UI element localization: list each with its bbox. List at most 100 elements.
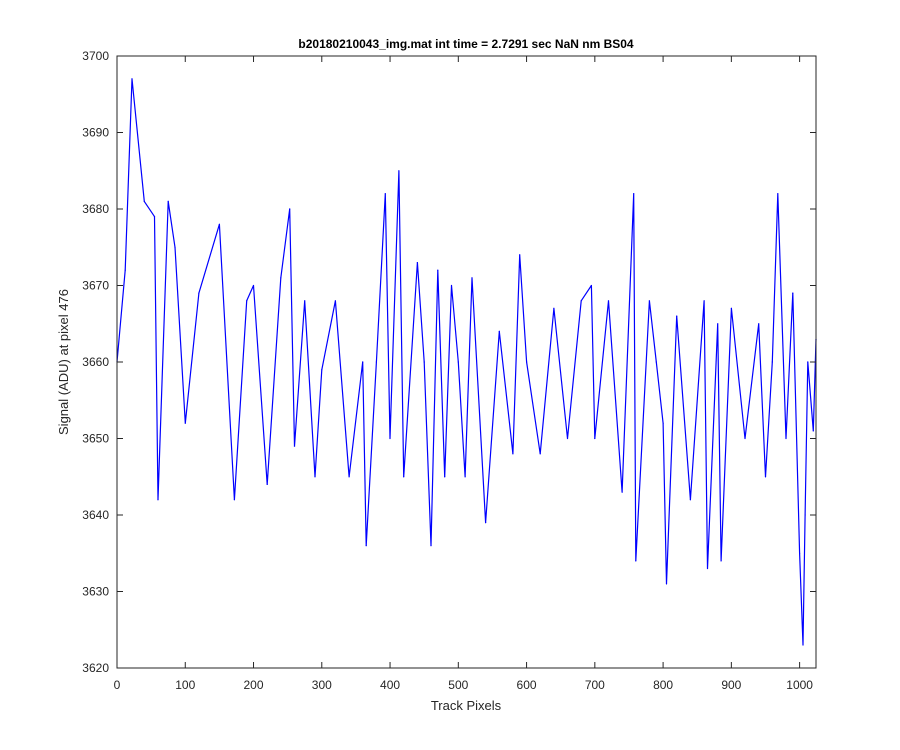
data-point xyxy=(526,361,528,363)
x-tick-label: 1000 xyxy=(786,678,813,692)
y-tick-label: 3630 xyxy=(82,585,109,599)
data-point xyxy=(471,277,473,279)
x-tick-label: 700 xyxy=(585,678,605,692)
y-tick-label: 3680 xyxy=(82,202,109,216)
x-tick-label: 400 xyxy=(380,678,400,692)
data-point xyxy=(485,522,487,524)
data-point xyxy=(553,307,555,309)
data-point xyxy=(519,254,521,256)
data-point xyxy=(635,560,637,562)
data-point xyxy=(450,284,453,287)
x-axis-label: Track Pixels xyxy=(431,698,502,713)
data-point xyxy=(764,476,767,478)
data-point xyxy=(362,361,364,363)
data-point xyxy=(124,269,126,271)
data-point xyxy=(802,644,804,646)
data-point xyxy=(416,262,418,264)
chart-title: b20180210043_img.mat int time = 2.7291 s… xyxy=(298,37,634,51)
data-point xyxy=(662,422,664,424)
data-point xyxy=(365,545,367,547)
data-point xyxy=(280,277,282,279)
data-point xyxy=(771,361,773,363)
data-point xyxy=(758,323,760,325)
data-point xyxy=(633,193,635,195)
data-point xyxy=(655,361,657,363)
data-point xyxy=(804,514,806,516)
data-point xyxy=(375,361,377,363)
data-point xyxy=(720,560,722,562)
data-point xyxy=(430,545,432,547)
data-point xyxy=(512,453,514,455)
data-point xyxy=(304,300,306,302)
data-point xyxy=(389,437,391,440)
data-point xyxy=(246,300,248,302)
x-tick-label: 900 xyxy=(721,678,741,692)
plot-area xyxy=(117,56,816,668)
data-point xyxy=(398,170,400,172)
data-point xyxy=(799,552,801,554)
data-point xyxy=(143,200,145,202)
data-point xyxy=(184,422,186,424)
data-point xyxy=(321,369,323,371)
data-point xyxy=(252,284,255,287)
series-group xyxy=(116,78,817,646)
data-point xyxy=(621,491,623,493)
data-point xyxy=(594,437,596,440)
data-point xyxy=(334,300,336,302)
y-tick-label: 3660 xyxy=(82,355,109,369)
y-tick-label: 3700 xyxy=(82,49,109,63)
data-point xyxy=(498,330,500,332)
x-tick-label: 100 xyxy=(175,678,195,692)
data-point xyxy=(289,208,291,210)
x-tick-label: 200 xyxy=(244,678,264,692)
data-point xyxy=(792,292,794,294)
data-point xyxy=(423,361,425,363)
data-point xyxy=(167,200,169,202)
data-point xyxy=(437,269,439,271)
data-point xyxy=(807,361,809,363)
data-point xyxy=(403,476,405,478)
data-point xyxy=(444,476,446,478)
data-point xyxy=(566,437,569,440)
data-point xyxy=(676,315,678,317)
data-point xyxy=(266,483,268,485)
data-point xyxy=(384,193,386,195)
y-tick-label: 3640 xyxy=(82,508,109,522)
x-axis: 0 100 200 300 400 500 600 700 800 900 1000 xyxy=(114,56,813,692)
series-line xyxy=(116,78,817,646)
data-point xyxy=(703,300,705,302)
data-point xyxy=(174,246,176,248)
x-tick-label: 600 xyxy=(517,678,537,692)
data-point xyxy=(812,430,814,432)
y-tick-label: 3690 xyxy=(82,126,109,140)
data-point xyxy=(131,78,133,80)
data-point xyxy=(457,361,459,363)
data-point xyxy=(665,583,668,585)
data-point xyxy=(689,499,692,501)
y-tick-label: 3620 xyxy=(82,661,109,675)
data-point xyxy=(785,437,787,440)
data-point xyxy=(314,476,316,478)
data-point xyxy=(607,300,610,302)
x-tick-label: 300 xyxy=(312,678,332,692)
y-axis: 3620 3630 3640 3650 3660 3670 3680 3690 3700 xyxy=(82,49,816,675)
data-point xyxy=(706,567,709,570)
data-point xyxy=(648,300,651,302)
y-axis-label: Signal (ADU) at pixel 476 xyxy=(56,289,71,435)
data-point xyxy=(464,476,466,478)
data-point xyxy=(777,193,779,195)
x-tick-label: 0 xyxy=(114,678,121,692)
data-point xyxy=(730,307,733,309)
data-point xyxy=(233,499,235,501)
data-point xyxy=(580,300,582,302)
data-point xyxy=(348,476,350,478)
y-tick-label: 3650 xyxy=(82,432,109,446)
data-point xyxy=(157,499,159,501)
x-tick-label: 500 xyxy=(448,678,468,692)
data-point xyxy=(590,284,593,287)
x-tick-label: 800 xyxy=(653,678,673,692)
y-tick-label: 3670 xyxy=(82,279,109,293)
data-point xyxy=(717,323,719,325)
